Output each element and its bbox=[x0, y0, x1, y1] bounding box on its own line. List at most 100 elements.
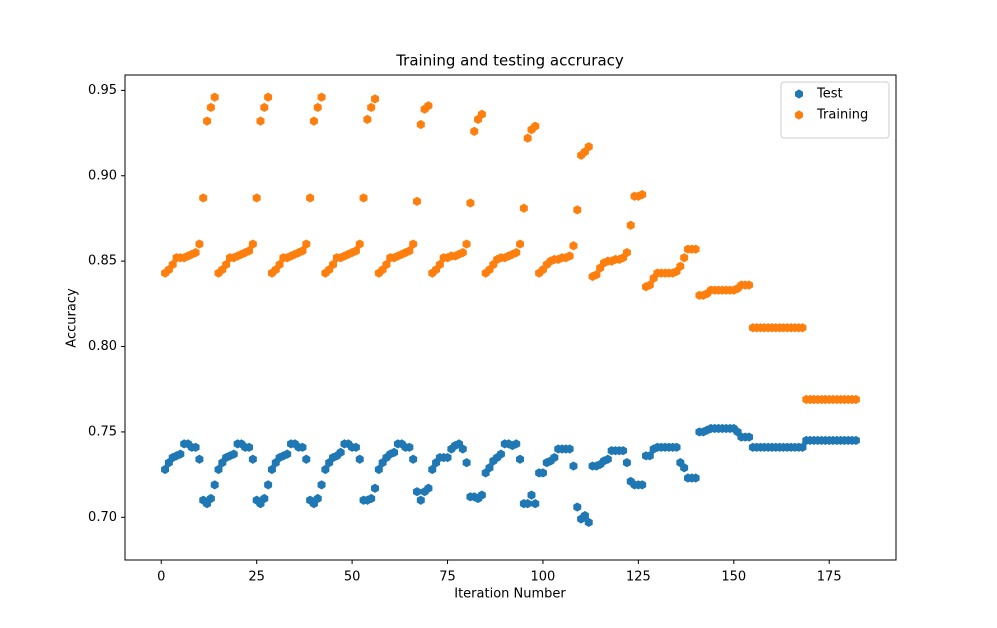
data-point bbox=[443, 452, 452, 463]
data-point bbox=[580, 511, 589, 521]
data-point bbox=[565, 251, 574, 261]
data-point bbox=[210, 92, 219, 102]
data-point bbox=[413, 487, 421, 497]
data-point bbox=[435, 259, 444, 270]
data-point bbox=[745, 280, 754, 290]
data-point bbox=[302, 454, 311, 464]
data-point bbox=[283, 449, 292, 459]
data-point bbox=[569, 461, 578, 471]
x-tick-label: 50 bbox=[344, 570, 361, 585]
data-point bbox=[531, 121, 540, 131]
data-point bbox=[264, 480, 273, 490]
data-point bbox=[550, 452, 559, 463]
data-point bbox=[313, 493, 322, 504]
data-point bbox=[638, 189, 647, 200]
data-point bbox=[416, 495, 425, 505]
data-point bbox=[306, 193, 315, 203]
data-point bbox=[619, 446, 628, 456]
data-point bbox=[367, 493, 376, 504]
x-tick-label: 100 bbox=[531, 570, 556, 585]
data-point bbox=[351, 246, 360, 256]
data-point bbox=[416, 119, 425, 130]
data-point bbox=[527, 490, 536, 500]
data-point bbox=[462, 239, 471, 249]
data-point bbox=[477, 490, 486, 500]
data-point bbox=[691, 244, 700, 254]
data-point bbox=[206, 493, 215, 504]
data-point bbox=[565, 444, 574, 454]
data-point bbox=[424, 483, 433, 493]
data-point bbox=[851, 394, 860, 405]
legend-marker bbox=[795, 110, 803, 120]
data-point bbox=[603, 454, 612, 464]
data-point bbox=[267, 464, 276, 475]
data-point bbox=[691, 473, 700, 483]
data-point bbox=[161, 464, 170, 475]
data-point bbox=[851, 435, 860, 446]
data-point bbox=[672, 442, 681, 452]
data-point bbox=[676, 261, 685, 271]
data-point bbox=[531, 499, 540, 509]
data-point bbox=[260, 102, 269, 113]
legend-marker bbox=[795, 89, 803, 99]
data-point bbox=[512, 439, 521, 449]
chart-title: Training and testing accruracy bbox=[395, 52, 624, 70]
data-point bbox=[458, 248, 467, 258]
data-point bbox=[298, 246, 307, 256]
data-point bbox=[523, 133, 532, 143]
data-point bbox=[428, 464, 437, 475]
data-point bbox=[645, 451, 654, 461]
data-point bbox=[317, 480, 326, 490]
data-point bbox=[355, 239, 364, 249]
data-point bbox=[680, 253, 689, 263]
data-point bbox=[275, 259, 284, 270]
data-point bbox=[248, 454, 257, 464]
y-axis-label: Accuracy bbox=[65, 288, 80, 348]
data-point bbox=[248, 239, 257, 249]
data-point bbox=[523, 499, 532, 509]
y-tick-label: 0.70 bbox=[88, 510, 117, 525]
data-point bbox=[409, 239, 418, 249]
legend-label: Test bbox=[816, 87, 843, 102]
data-point bbox=[798, 442, 807, 452]
data-point bbox=[222, 259, 231, 270]
data-point bbox=[516, 454, 525, 464]
x-tick-label: 75 bbox=[439, 570, 456, 585]
data-point bbox=[516, 239, 525, 249]
data-point bbox=[745, 432, 754, 442]
x-tick-label: 125 bbox=[626, 570, 651, 585]
data-point bbox=[390, 447, 399, 458]
data-point bbox=[168, 259, 177, 270]
data-point bbox=[336, 447, 345, 458]
plot-frame bbox=[124, 74, 897, 561]
data-point bbox=[798, 323, 807, 333]
data-point bbox=[405, 442, 414, 452]
data-point bbox=[382, 259, 391, 270]
data-point bbox=[309, 116, 318, 126]
legend-label: Training bbox=[816, 108, 868, 123]
y-tick-label: 0.85 bbox=[88, 254, 117, 269]
data-point bbox=[206, 102, 215, 113]
data-point bbox=[424, 101, 433, 111]
data-point bbox=[485, 463, 494, 473]
data-point bbox=[363, 114, 372, 124]
data-point bbox=[413, 196, 421, 206]
data-point bbox=[371, 483, 379, 493]
data-point bbox=[260, 493, 269, 504]
data-point bbox=[355, 454, 364, 464]
x-tick-label: 150 bbox=[721, 570, 746, 585]
data-point bbox=[191, 442, 200, 452]
data-point bbox=[321, 464, 330, 475]
data-point bbox=[496, 449, 505, 459]
data-point bbox=[622, 248, 631, 258]
data-point bbox=[313, 102, 322, 113]
data-point bbox=[264, 92, 273, 102]
data-point bbox=[317, 92, 326, 102]
data-point bbox=[245, 442, 254, 452]
data-point bbox=[351, 442, 360, 452]
data-point bbox=[680, 463, 689, 473]
data-point bbox=[584, 517, 593, 528]
data-point bbox=[214, 464, 223, 475]
data-point bbox=[229, 449, 238, 459]
